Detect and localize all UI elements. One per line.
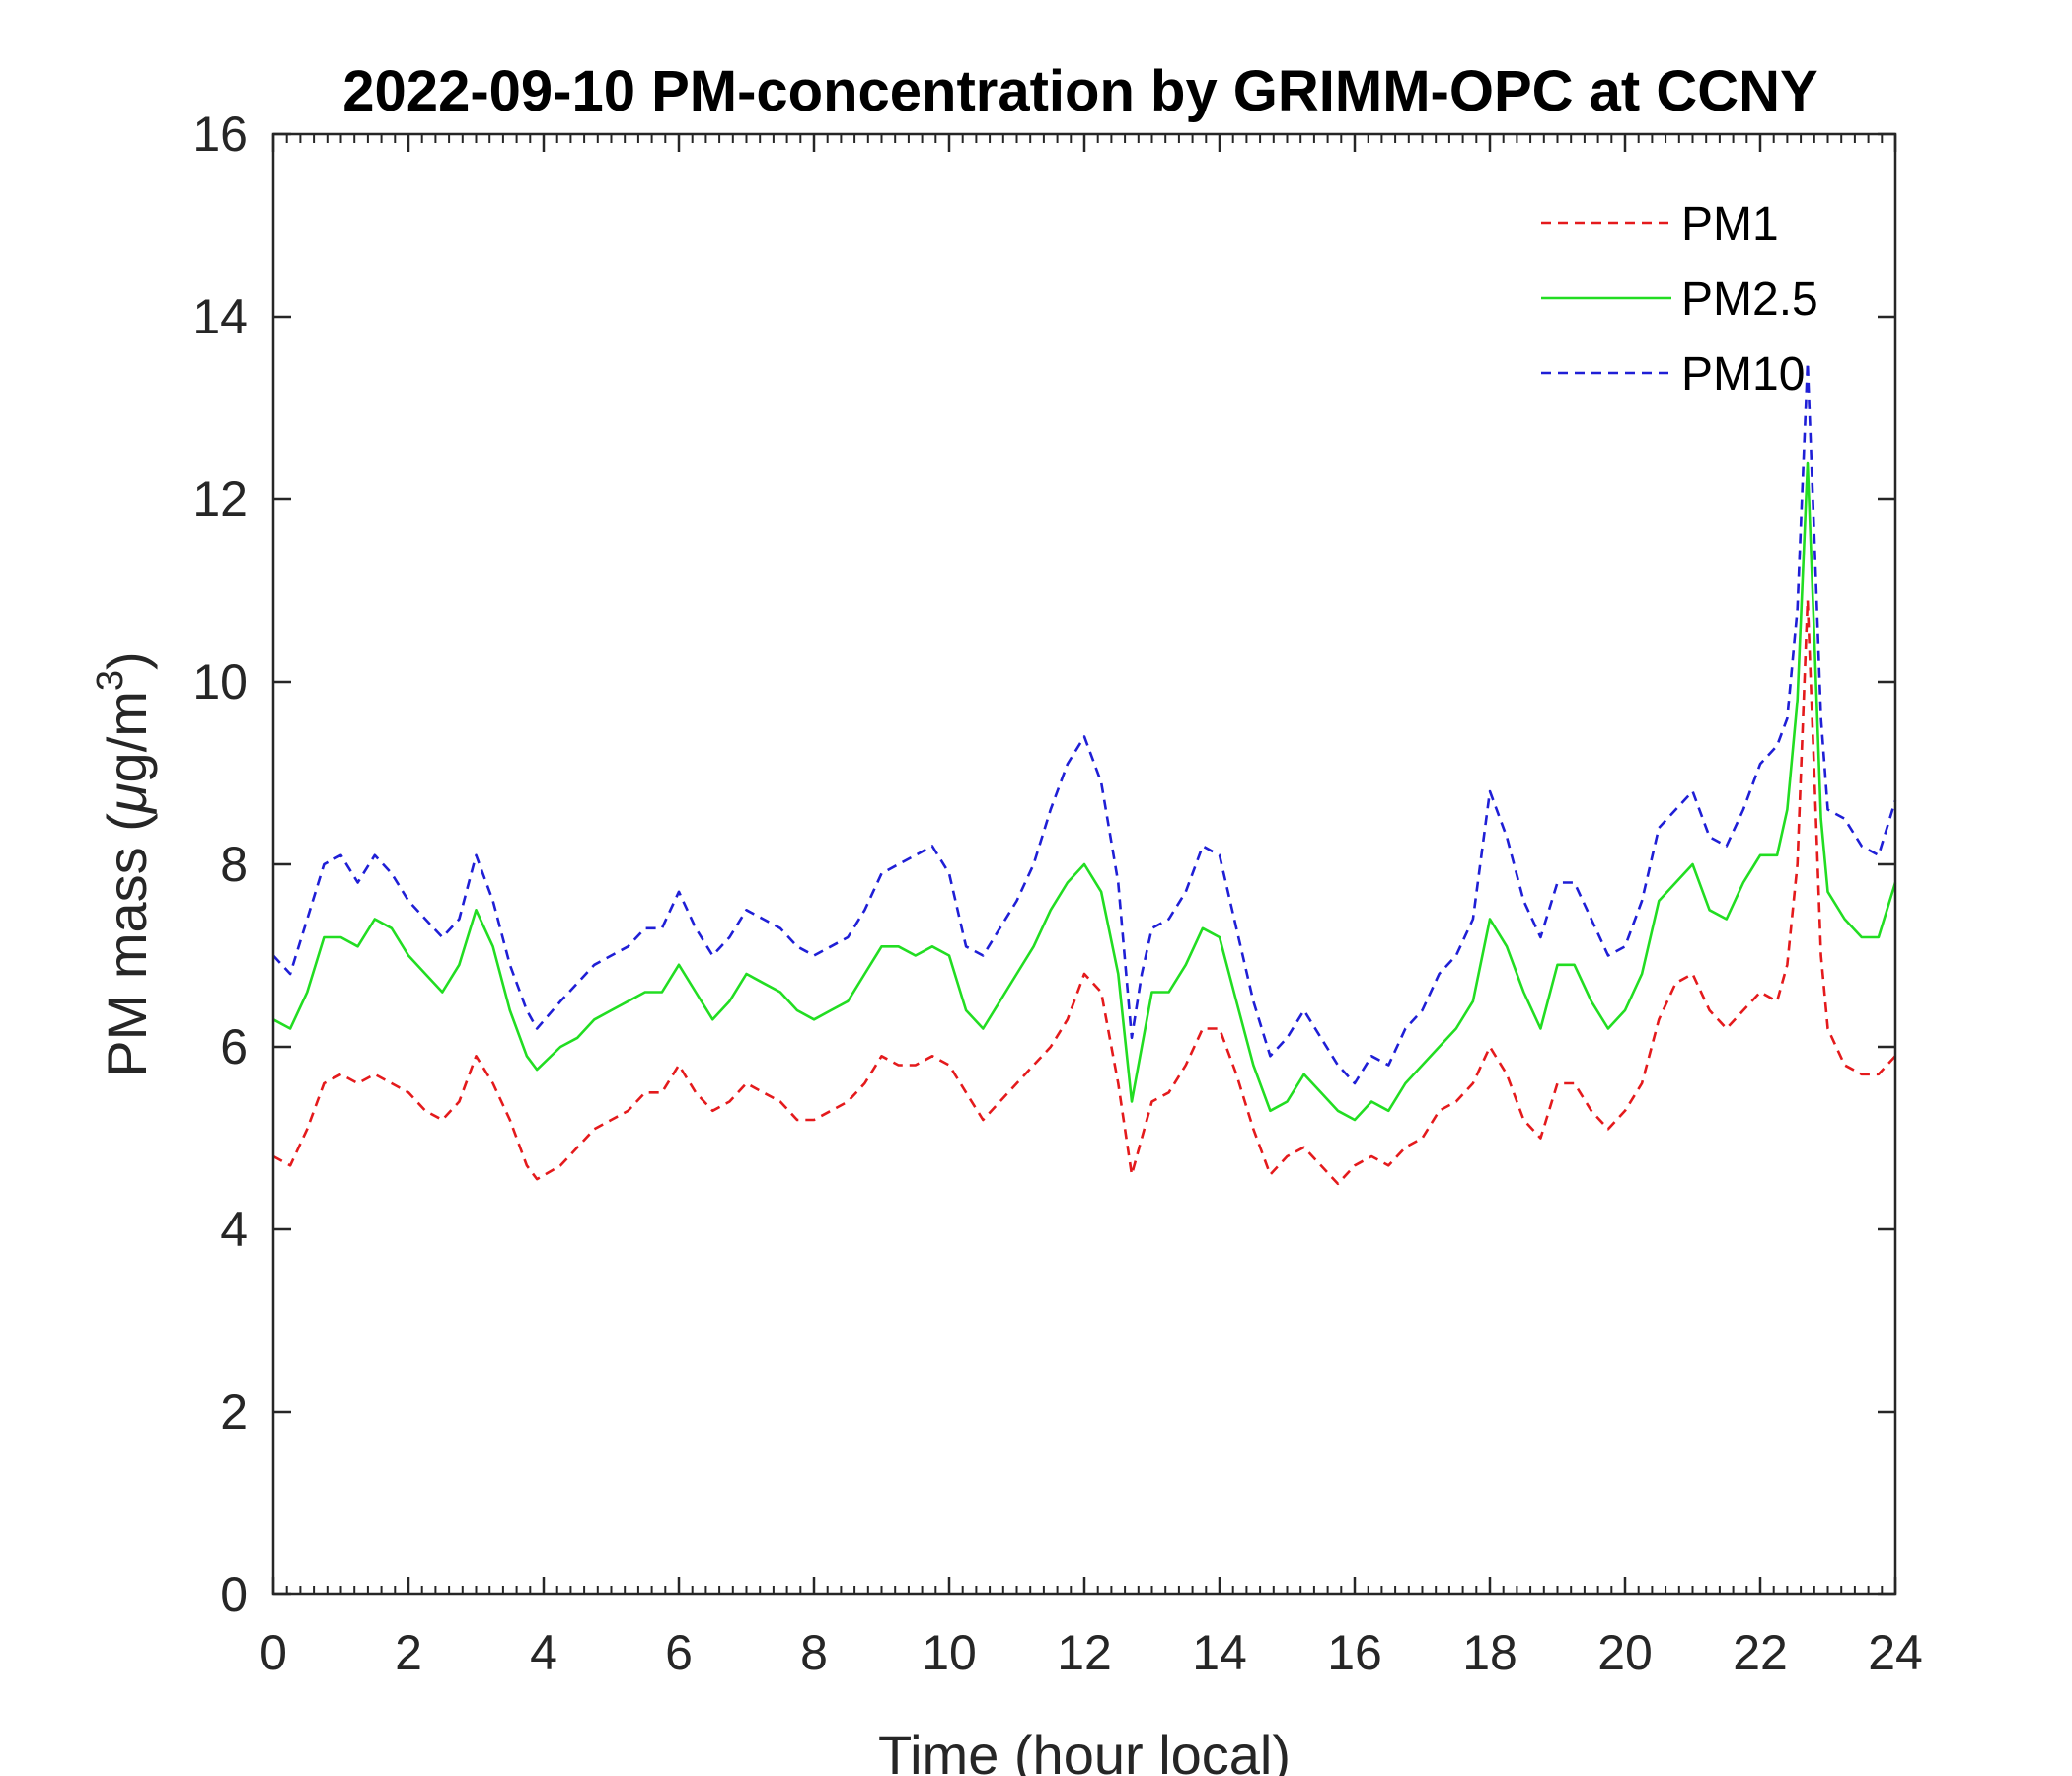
y-tick-label: 10 xyxy=(192,654,248,709)
series-line-pm1 xyxy=(272,598,1896,1186)
legend-label: PM10 xyxy=(1681,348,1805,401)
chart-title: 2022-09-10 PM-concentration by GRIMM-OPC… xyxy=(342,59,1817,123)
x-axis-label: Time (hour local) xyxy=(878,1724,1291,1776)
x-tick-label: 14 xyxy=(1192,1625,1247,1680)
legend: PM1 PM2.5 PM10 xyxy=(1541,198,1818,401)
y-tick-labels: 0 2 4 6 8 10 12 14 16 xyxy=(192,107,248,1622)
x-tick-labels: 0 2 4 6 8 10 12 14 16 18 20 22 24 xyxy=(259,1625,1923,1680)
x-tick-label: 22 xyxy=(1733,1625,1788,1680)
y-tick-label: 2 xyxy=(220,1384,248,1440)
legend-label: PM1 xyxy=(1681,198,1779,251)
x-tick-label: 20 xyxy=(1597,1625,1653,1680)
y-tick-label: 8 xyxy=(220,837,248,892)
x-tick-label: 18 xyxy=(1462,1625,1517,1680)
series-line-pm2-5 xyxy=(272,461,1897,1122)
x-tick-label: 4 xyxy=(530,1625,557,1680)
x-tick-label: 0 xyxy=(259,1625,287,1680)
axis-ticks xyxy=(271,132,1897,1596)
x-tick-label: 24 xyxy=(1868,1625,1923,1680)
y-axis-label-unit: g/m xyxy=(96,691,158,782)
y-axis-label-superscript: 3 xyxy=(90,670,131,691)
y-tick-label: 14 xyxy=(192,289,248,344)
y-tick-label: 6 xyxy=(220,1019,248,1074)
x-tick-label: 12 xyxy=(1057,1625,1112,1680)
x-tick-label: 6 xyxy=(665,1625,693,1680)
y-axis-label-main: PM mass ( xyxy=(96,813,158,1077)
y-tick-label: 0 xyxy=(220,1567,248,1622)
legend-label: PM2.5 xyxy=(1681,273,1818,326)
y-tick-label: 4 xyxy=(220,1202,248,1257)
plot-frame xyxy=(271,132,1897,1596)
y-axis-label-close: ) xyxy=(96,651,158,670)
y-tick-label: 16 xyxy=(192,107,248,162)
x-tick-label: 8 xyxy=(800,1625,828,1680)
x-tick-label: 16 xyxy=(1327,1625,1382,1680)
y-axis-label: PM mass (μg/m3) xyxy=(90,651,158,1076)
series-layer xyxy=(272,360,1897,1186)
x-tick-label: 2 xyxy=(395,1625,422,1680)
y-tick-label: 12 xyxy=(192,472,248,527)
y-axis-label-mu: μ xyxy=(96,782,158,815)
series-line-pm10 xyxy=(272,360,1897,1085)
x-tick-label: 10 xyxy=(922,1625,977,1680)
